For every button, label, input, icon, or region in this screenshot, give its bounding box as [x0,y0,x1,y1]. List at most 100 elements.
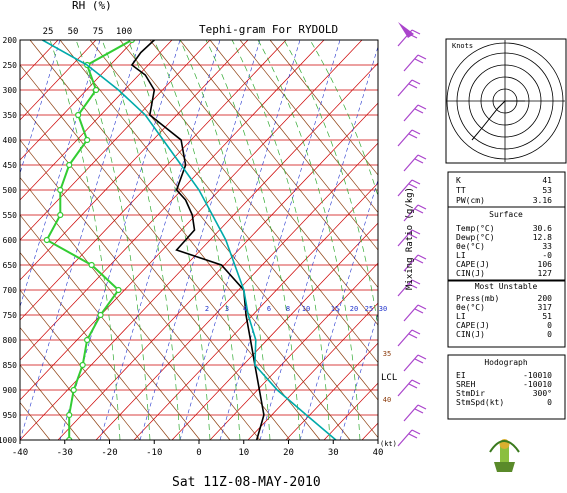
index-label: θe(°C) [456,242,485,251]
pressure-tick-label: 650 [3,261,18,270]
wind-barb-flag [414,158,424,164]
x-tick-label: -40 [12,448,28,458]
wind-barb-flag [411,79,421,85]
wind-barb-flag [408,133,418,139]
index-label: TT [456,186,466,195]
dewpoint-point [75,111,82,119]
index-label: K [456,176,461,185]
wind-barb-flag [414,358,424,364]
isotherm-line [171,222,378,440]
pressure-tick-label: 350 [3,111,18,120]
isotherm-line [20,40,249,281]
saturated-adiabat-line [283,40,378,330]
index-value: 300° [533,389,552,398]
wind-barb-flag [417,254,427,260]
dewpoint-point [97,311,104,319]
hodograph-panel [445,38,567,164]
wind-barb-flag [408,383,418,389]
index-label: EI [456,371,466,380]
index-label: LI [456,251,466,260]
dewpoint-point [79,361,86,369]
index-value: 33 [542,242,552,251]
wind-barb-flag [414,58,424,64]
index-value: -10010 [523,371,552,380]
x-tick-label: -20 [101,448,117,458]
wind-barb-staff [403,254,419,272]
isotherm-line [133,182,378,440]
isotherm-line [20,40,173,201]
index-label: Press(mb) [456,294,499,303]
wind-barb-flag [417,354,427,360]
wind-barb-staff [403,54,419,72]
wind-barb-flag [411,29,421,35]
saturated-adiabat-line [153,40,241,440]
wind-barb-flag [417,404,427,410]
wind-barb-flag [417,154,427,160]
wind-barb-staff [403,104,419,122]
dewpoint-point [57,211,64,219]
mixing-ratio-tick-label: 6 [267,305,271,313]
x-tick-label: 0 [196,448,201,458]
pressure-tick-label: 450 [3,161,18,170]
mixing-ratio-tick-label: 4 [243,305,247,313]
dry-adiabat-line [209,40,378,251]
pressure-tick-label: 850 [3,361,18,370]
wind-barb-flag [408,83,418,89]
mixing-ratio-tick-label: 15 [331,305,339,313]
rh-tick-label: 100 [116,27,132,37]
dewpoint-point [84,336,91,344]
wind-barb-flag [411,179,421,185]
index-value: 200 [538,294,553,303]
index-value: 3.16 [533,196,552,205]
saturated-adiabat-line [205,40,301,440]
isotherm-line [209,262,378,440]
wind-barb-flag [417,104,427,110]
wind-barb-flag [414,258,424,264]
dry-adiabat-line [239,40,378,214]
pressure-tick-label: 550 [3,211,18,220]
saturated-adiabat-line [101,40,181,440]
wind-barb-staff [403,404,419,422]
index-label: SREH [456,380,475,389]
wind-barb-staff [397,129,413,147]
wind-barb-flag [417,54,427,60]
index-label: StmSpd(kt) [456,398,504,407]
dewpoint-point [128,40,135,44]
series-line-parcel [42,40,337,440]
theta-label: 40 [383,396,391,404]
dry-adiabat-line [20,64,321,440]
axes: 2002503003504004505005506006507007508008… [0,27,391,458]
index-value: -0 [542,251,552,260]
saturated-adiabat-line [49,40,121,440]
panel-box [447,280,566,348]
indices-panel: K 41 TT 53 PW(cm) 3.16 Surface Temp(°C) 30.6 Dewp… [447,171,566,420]
isotherm-line [20,40,97,121]
dewpoint-point [115,286,122,294]
surface-header: Surface [489,210,523,219]
dry-adiabat-line [89,40,378,401]
pressure-tick-label: 1000 [0,436,17,445]
dry-adiabat-line [149,40,378,326]
dry-adiabat-line [179,40,378,289]
lcl-label: LCL [381,373,397,383]
dewpoint-point [70,386,77,394]
index-label: CAPE(J) [456,321,490,330]
wind-barb-staff [397,179,413,197]
wind-barb-flag [417,204,427,210]
sounding-series [42,40,337,440]
panel-box [447,171,566,281]
wind-barb-flag [411,379,421,385]
mixing-ratio-tick-label: 2 [205,305,209,313]
wind-barb-flag [411,429,421,435]
rh-tick-label: 75 [93,27,104,37]
index-value: 12.8 [533,233,552,242]
rh-tick-label: 25 [43,27,54,37]
index-label: CIN(J) [456,330,485,339]
wind-unit-label: (kt) [380,440,397,448]
dewpoint-point [84,136,91,144]
x-tick-label: 10 [238,448,249,458]
pressure-tick-label: 750 [3,311,18,320]
wind-barb-staff [403,154,419,172]
x-tick-label: -30 [57,448,73,458]
